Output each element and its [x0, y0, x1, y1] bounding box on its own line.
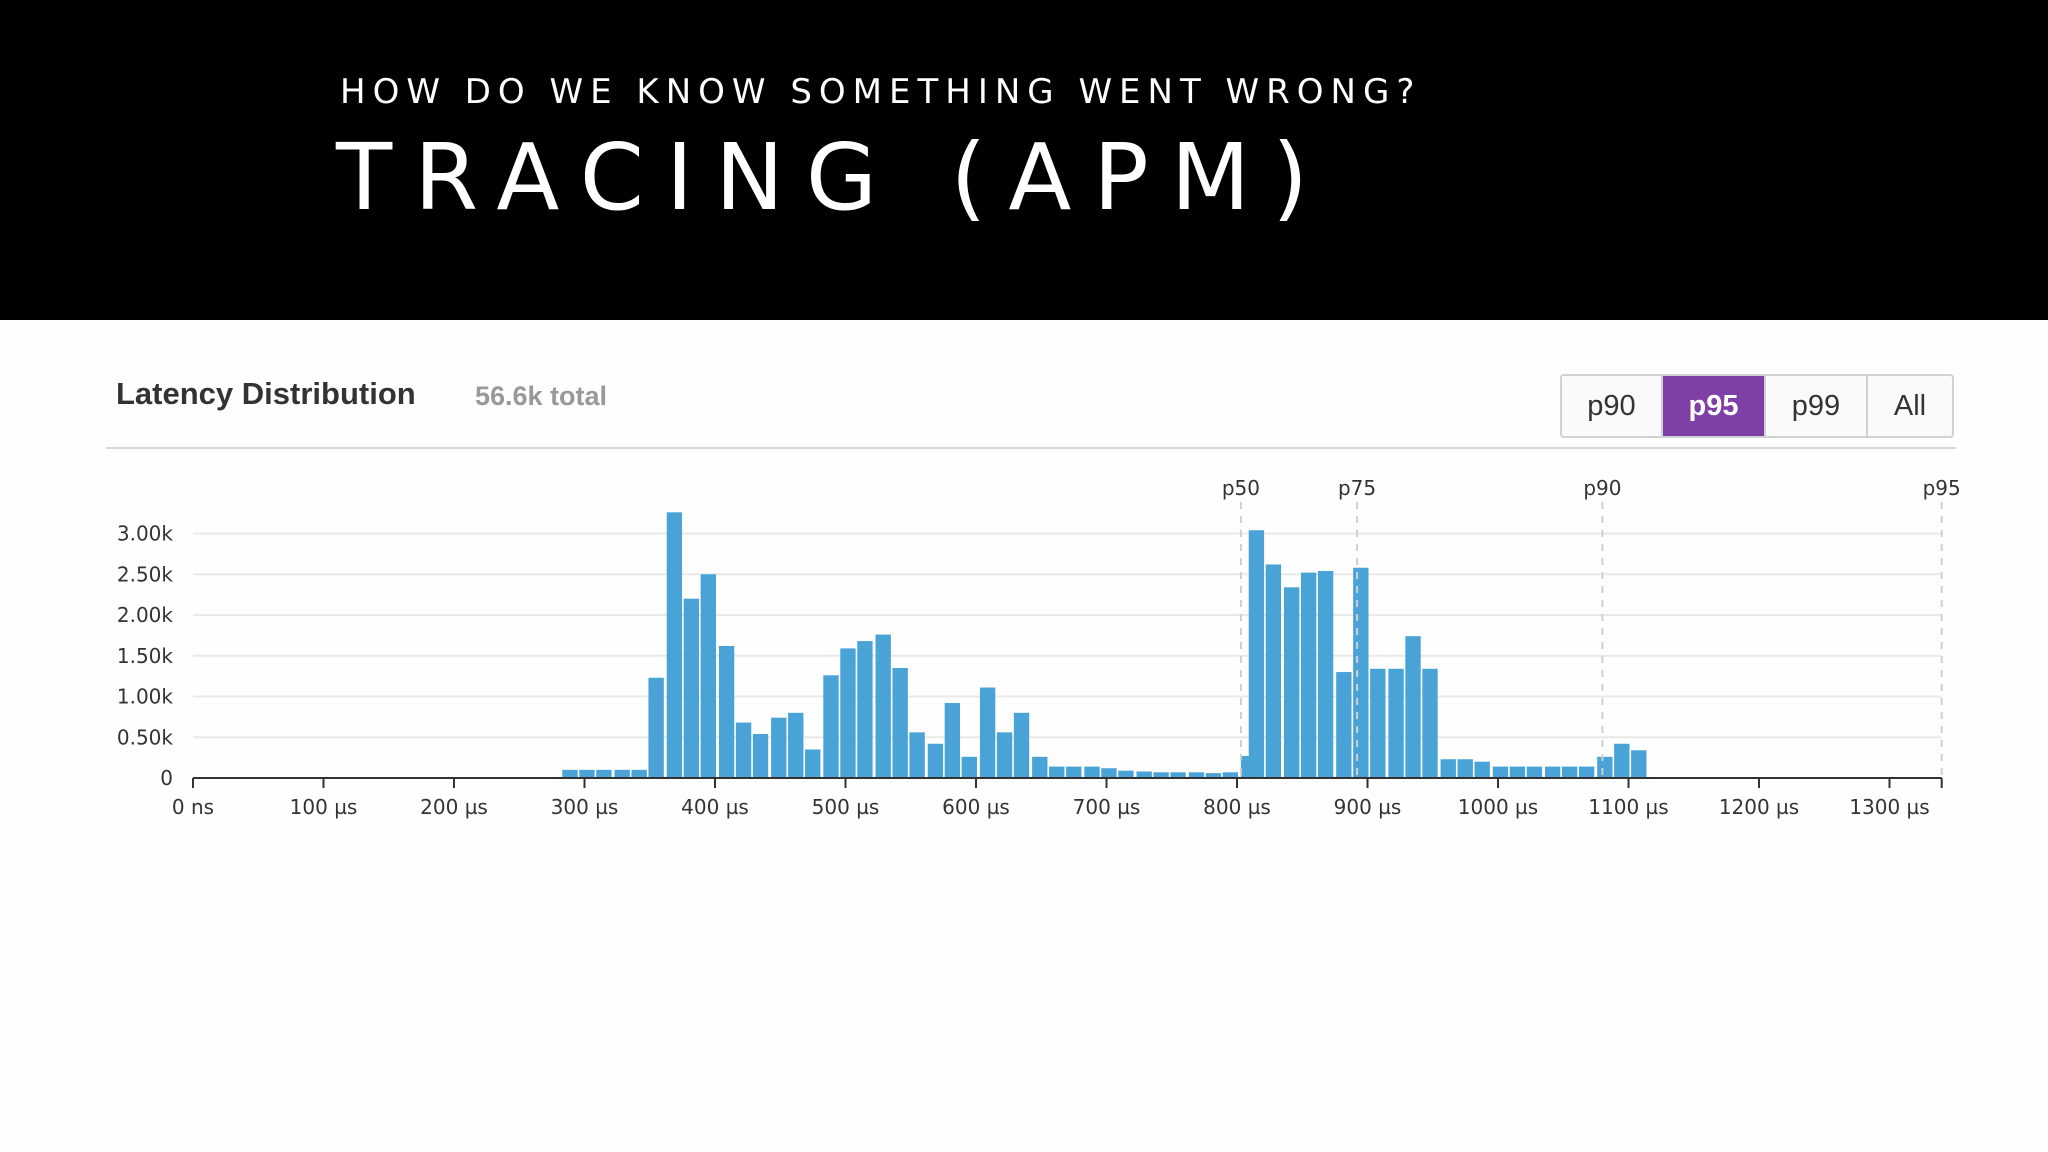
p95-button[interactable]: p95	[1663, 376, 1766, 436]
histogram-bar	[631, 769, 647, 778]
histogram-bar	[1370, 668, 1386, 778]
y-tick-label: 2.00k	[117, 603, 174, 627]
p99-button[interactable]: p99	[1766, 376, 1868, 436]
histogram-bar	[579, 769, 595, 778]
histogram-bar	[805, 749, 821, 778]
histogram-bar	[927, 743, 944, 778]
percentile-marker-label: p90	[1583, 476, 1621, 500]
histogram-bar	[1136, 771, 1152, 778]
histogram-bar	[1544, 766, 1561, 778]
histogram-bar	[1066, 766, 1082, 778]
histogram-bar	[1300, 572, 1317, 778]
y-tick-label: 0.50k	[117, 725, 174, 749]
x-tick-label: 600 µs	[942, 795, 1010, 819]
histogram-bar	[944, 703, 961, 778]
histogram-bar	[961, 756, 978, 778]
histogram-bar	[700, 574, 717, 778]
histogram-bar	[1578, 766, 1595, 778]
histogram-bar	[1457, 759, 1473, 778]
histogram-bar	[857, 641, 873, 778]
histogram-bar	[666, 512, 683, 778]
x-tick-label: 1100 µs	[1588, 795, 1668, 819]
panel-total: 56.6k total	[475, 381, 608, 411]
histogram-bar	[1561, 766, 1578, 778]
x-tick-label: 400 µs	[681, 795, 749, 819]
histogram-bar	[875, 634, 891, 778]
histogram-bar	[1283, 587, 1300, 778]
y-tick-label: 0	[160, 766, 173, 790]
p90-button[interactable]: p90	[1562, 376, 1663, 436]
percentile-marker-label: p95	[1923, 476, 1961, 500]
histogram-bar	[771, 717, 787, 778]
histogram-bar	[996, 732, 1013, 778]
x-tick-label: 200 µs	[420, 795, 488, 819]
histogram-bar	[1509, 766, 1526, 778]
y-tick-label: 2.50k	[117, 562, 174, 586]
y-tick-label: 1.50k	[117, 644, 174, 668]
x-tick-label: 700 µs	[1073, 795, 1141, 819]
histogram-bar	[1101, 768, 1117, 778]
histogram-bar	[1405, 636, 1421, 778]
x-tick-label: 1200 µs	[1719, 795, 1799, 819]
slide-title: TRACING (APM)	[336, 124, 1331, 231]
percentile-toggle: p90 p95 p99 All	[1560, 374, 1954, 438]
histogram-bar	[1013, 712, 1030, 778]
histogram-bar	[1170, 772, 1186, 778]
panel-title: Latency Distribution	[116, 376, 416, 411]
slide-kicker: HOW DO WE KNOW SOMETHING WENT WRONG?	[340, 72, 1422, 112]
histogram-bar	[1049, 766, 1065, 778]
histogram-bar	[909, 732, 925, 778]
histogram-bar	[1353, 567, 1369, 778]
histogram-bar	[840, 648, 856, 778]
histogram-bar	[1492, 766, 1509, 778]
histogram-bar	[1474, 761, 1490, 778]
histogram-bar	[1153, 772, 1169, 778]
x-tick-label: 1000 µs	[1458, 795, 1538, 819]
histogram-bar	[1188, 772, 1205, 778]
histogram-bar	[1084, 766, 1100, 778]
all-button[interactable]: All	[1893, 389, 1927, 422]
title-banner: HOW DO WE KNOW SOMETHING WENT WRONG? TRA…	[0, 0, 2048, 320]
histogram-bar	[1388, 668, 1404, 778]
histogram-bar	[1440, 759, 1456, 778]
histogram-bar	[1265, 564, 1282, 778]
histogram-bar	[614, 769, 630, 778]
histogram-bar	[892, 667, 908, 778]
histogram-bar	[596, 769, 612, 778]
histogram-bar	[1422, 668, 1438, 778]
x-tick-label: 500 µs	[812, 795, 880, 819]
histogram-bar	[1317, 570, 1334, 778]
histogram-bar	[718, 645, 735, 778]
histogram-bar	[1614, 743, 1630, 778]
percentile-marker-label: p75	[1338, 476, 1376, 500]
histogram-bar	[788, 712, 804, 778]
percentile-marker-label: p50	[1222, 476, 1260, 500]
x-tick-label: 800 µs	[1203, 795, 1271, 819]
x-tick-label: 100 µs	[290, 795, 358, 819]
histogram-bar	[1118, 770, 1134, 778]
histogram-bar	[648, 677, 664, 778]
x-tick-label: 300 µs	[551, 795, 619, 819]
x-tick-label: 0 ns	[172, 795, 214, 819]
histogram-bar	[1222, 772, 1239, 778]
histogram-bar	[752, 733, 769, 778]
histogram-bar	[683, 598, 700, 778]
histogram-bar	[1336, 672, 1352, 778]
histogram-bar	[1597, 756, 1613, 778]
histogram-bar	[1631, 750, 1647, 778]
x-tick-label: 900 µs	[1334, 795, 1402, 819]
histogram-bar	[735, 722, 752, 778]
histogram-bar	[1526, 766, 1543, 778]
histogram-bar	[562, 769, 578, 778]
y-tick-label: 3.00k	[117, 522, 174, 546]
panel-divider	[106, 447, 1956, 449]
x-tick-label: 1300 µs	[1849, 795, 1929, 819]
histogram-bar	[1248, 530, 1265, 778]
histogram-bar	[823, 675, 839, 778]
latency-histogram: 0 0.50k 1.00k 1.50k 2.00k 2.50k 3.00k p50 p75 p90…	[117, 476, 1961, 819]
histogram-bar	[1032, 756, 1048, 778]
histogram-bar	[979, 687, 996, 778]
y-tick-label: 1.00k	[117, 685, 174, 709]
histogram-bar	[1205, 773, 1222, 778]
